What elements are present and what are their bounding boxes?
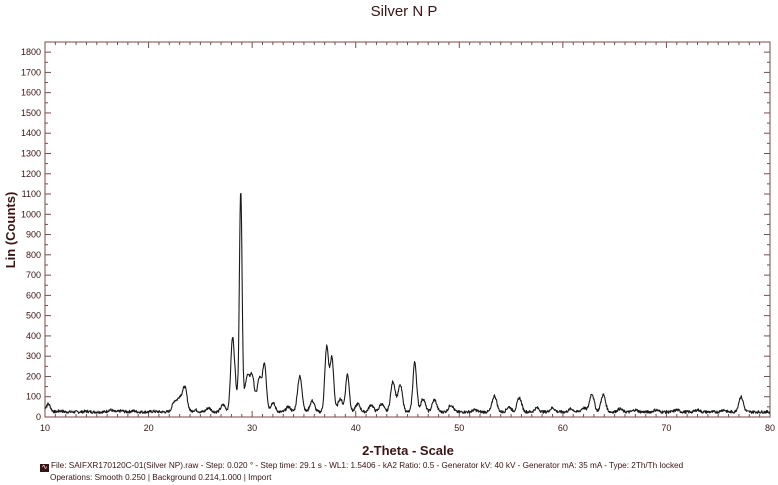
y-tick-label: 1400 [21, 128, 41, 138]
x-tick-label: 10 [40, 423, 50, 433]
y-tick-label: 200 [26, 371, 41, 381]
y-tick-label: 1600 [21, 88, 41, 98]
y-axis-label: Lin (Counts) [3, 192, 18, 269]
x-tick-label: 70 [661, 423, 671, 433]
scan-info-line-2: Operations: Smooth 0.250 | Background 0.… [50, 473, 272, 482]
y-tick-labels: 0 100 200 300 400 500 600 700 800 900 1000 1100 1200… [21, 47, 41, 422]
file-icon: ∿ [40, 464, 49, 472]
x-tick-label: 80 [765, 423, 775, 433]
y-tick-label: 1700 [21, 67, 41, 77]
y-tick-label: 1200 [21, 169, 41, 179]
scan-info-line-1: ∿ File: SAIFXR170120C-01(Silver NP).raw -… [40, 460, 778, 472]
x-tick-label: 60 [558, 423, 568, 433]
chart-title: Silver N P [371, 3, 438, 20]
y-tick-label: 800 [26, 250, 41, 260]
plot-frame [44, 41, 771, 418]
x-tick-label: 40 [351, 423, 361, 433]
y-tick-label: 600 [26, 290, 41, 300]
x-axis-label: 2-Theta - Scale [362, 443, 454, 458]
y-tick-label: 100 [26, 392, 41, 402]
scan-parameters: File: SAIFXR170120C-01(Silver NP).raw - … [51, 461, 684, 470]
diffraction-line [44, 192, 771, 414]
y-tick-label: 1300 [21, 148, 41, 158]
x-tick-label: 50 [454, 423, 464, 433]
y-tick-label: 900 [26, 230, 41, 240]
y-tick-label: 500 [26, 311, 41, 321]
y-tick-label: 1800 [21, 47, 41, 57]
y-tick-label: 700 [26, 270, 41, 280]
x-tick-labels: 10 20 30 40 50 60 70 80 [40, 423, 775, 433]
y-tick-label: 1000 [21, 209, 41, 219]
y-tick-label: 1100 [22, 189, 41, 199]
x-tick-label: 20 [144, 423, 154, 433]
y-tick-label: 300 [26, 351, 41, 361]
x-tick-label: 30 [247, 423, 257, 433]
xrd-chart: Silver N P 0 100 200 300 400 500 600 700 800 900 1… [3, 3, 775, 458]
y-tick-label: 0 [36, 412, 41, 422]
scan-info-footer: ∿ File: SAIFXR170120C-01(Silver NP).raw -… [40, 460, 778, 483]
y-tick-label: 1500 [21, 108, 41, 118]
y-tick-label: 400 [26, 331, 41, 341]
axis-ticks [44, 41, 771, 418]
